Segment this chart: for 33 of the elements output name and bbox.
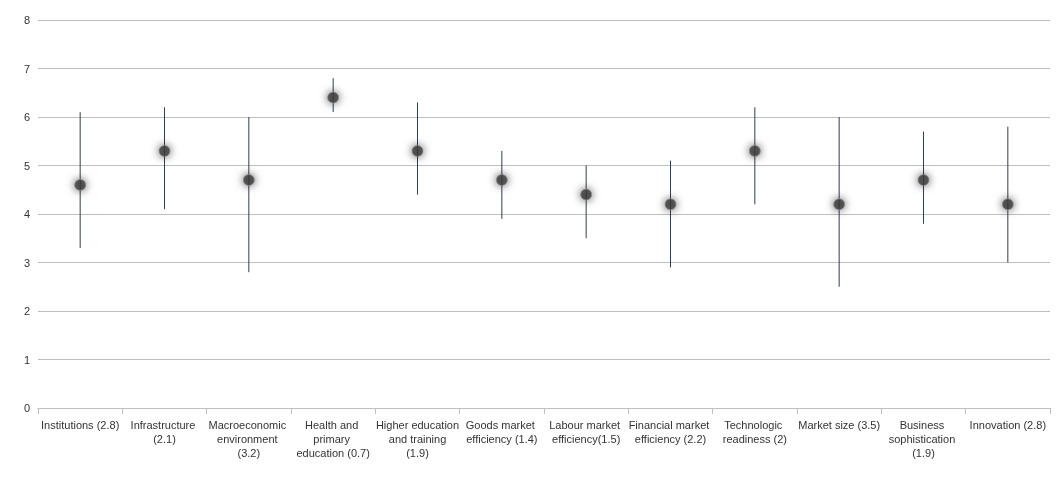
point — [495, 174, 508, 187]
y-tick-label: 8 — [23, 14, 30, 26]
x-tick-label: Higher education and training (1.9) — [375, 419, 460, 459]
point — [74, 178, 87, 191]
y-tick-label: 0 — [23, 402, 30, 414]
point — [664, 198, 677, 211]
point — [748, 144, 761, 157]
x-tick-label: Market size (3.5) — [798, 419, 881, 431]
y-tick-label: 7 — [23, 62, 30, 75]
point — [411, 144, 424, 157]
y-tick-label: 5 — [23, 159, 30, 172]
x-tick-label: Goods market efficiency (1.4) — [465, 419, 538, 445]
point — [917, 174, 930, 187]
y-tick-label: 6 — [23, 111, 30, 123]
x-tick-label: Health and primary education (0.7) — [296, 419, 370, 459]
x-tick-label: Business sophistication (1.9) — [888, 419, 959, 459]
x-tick-label: Infrastructure (2.1) — [130, 419, 199, 445]
y-tick-label: 4 — [23, 208, 30, 220]
x-tick-label: Macroeconomic environment (3.2) — [208, 419, 290, 459]
y-tick-label: 3 — [23, 256, 30, 269]
y-tick-label: 1 — [23, 353, 30, 366]
point — [242, 174, 255, 187]
x-tick-label: Innovation (2.8) — [969, 419, 1047, 431]
x-tick-label: Labour market efficiency(1.5) — [549, 419, 624, 445]
x-tick-label: Technologic readiness (2) — [722, 419, 787, 445]
x-tick-label: Financial market efficiency (2.2) — [628, 419, 713, 445]
point — [833, 198, 846, 211]
point — [1001, 198, 1014, 211]
point — [580, 188, 593, 201]
y-tick-label: 2 — [23, 305, 30, 317]
x-tick-label: Institutions (2.8) — [41, 419, 120, 431]
point — [327, 91, 340, 104]
point — [158, 144, 171, 157]
